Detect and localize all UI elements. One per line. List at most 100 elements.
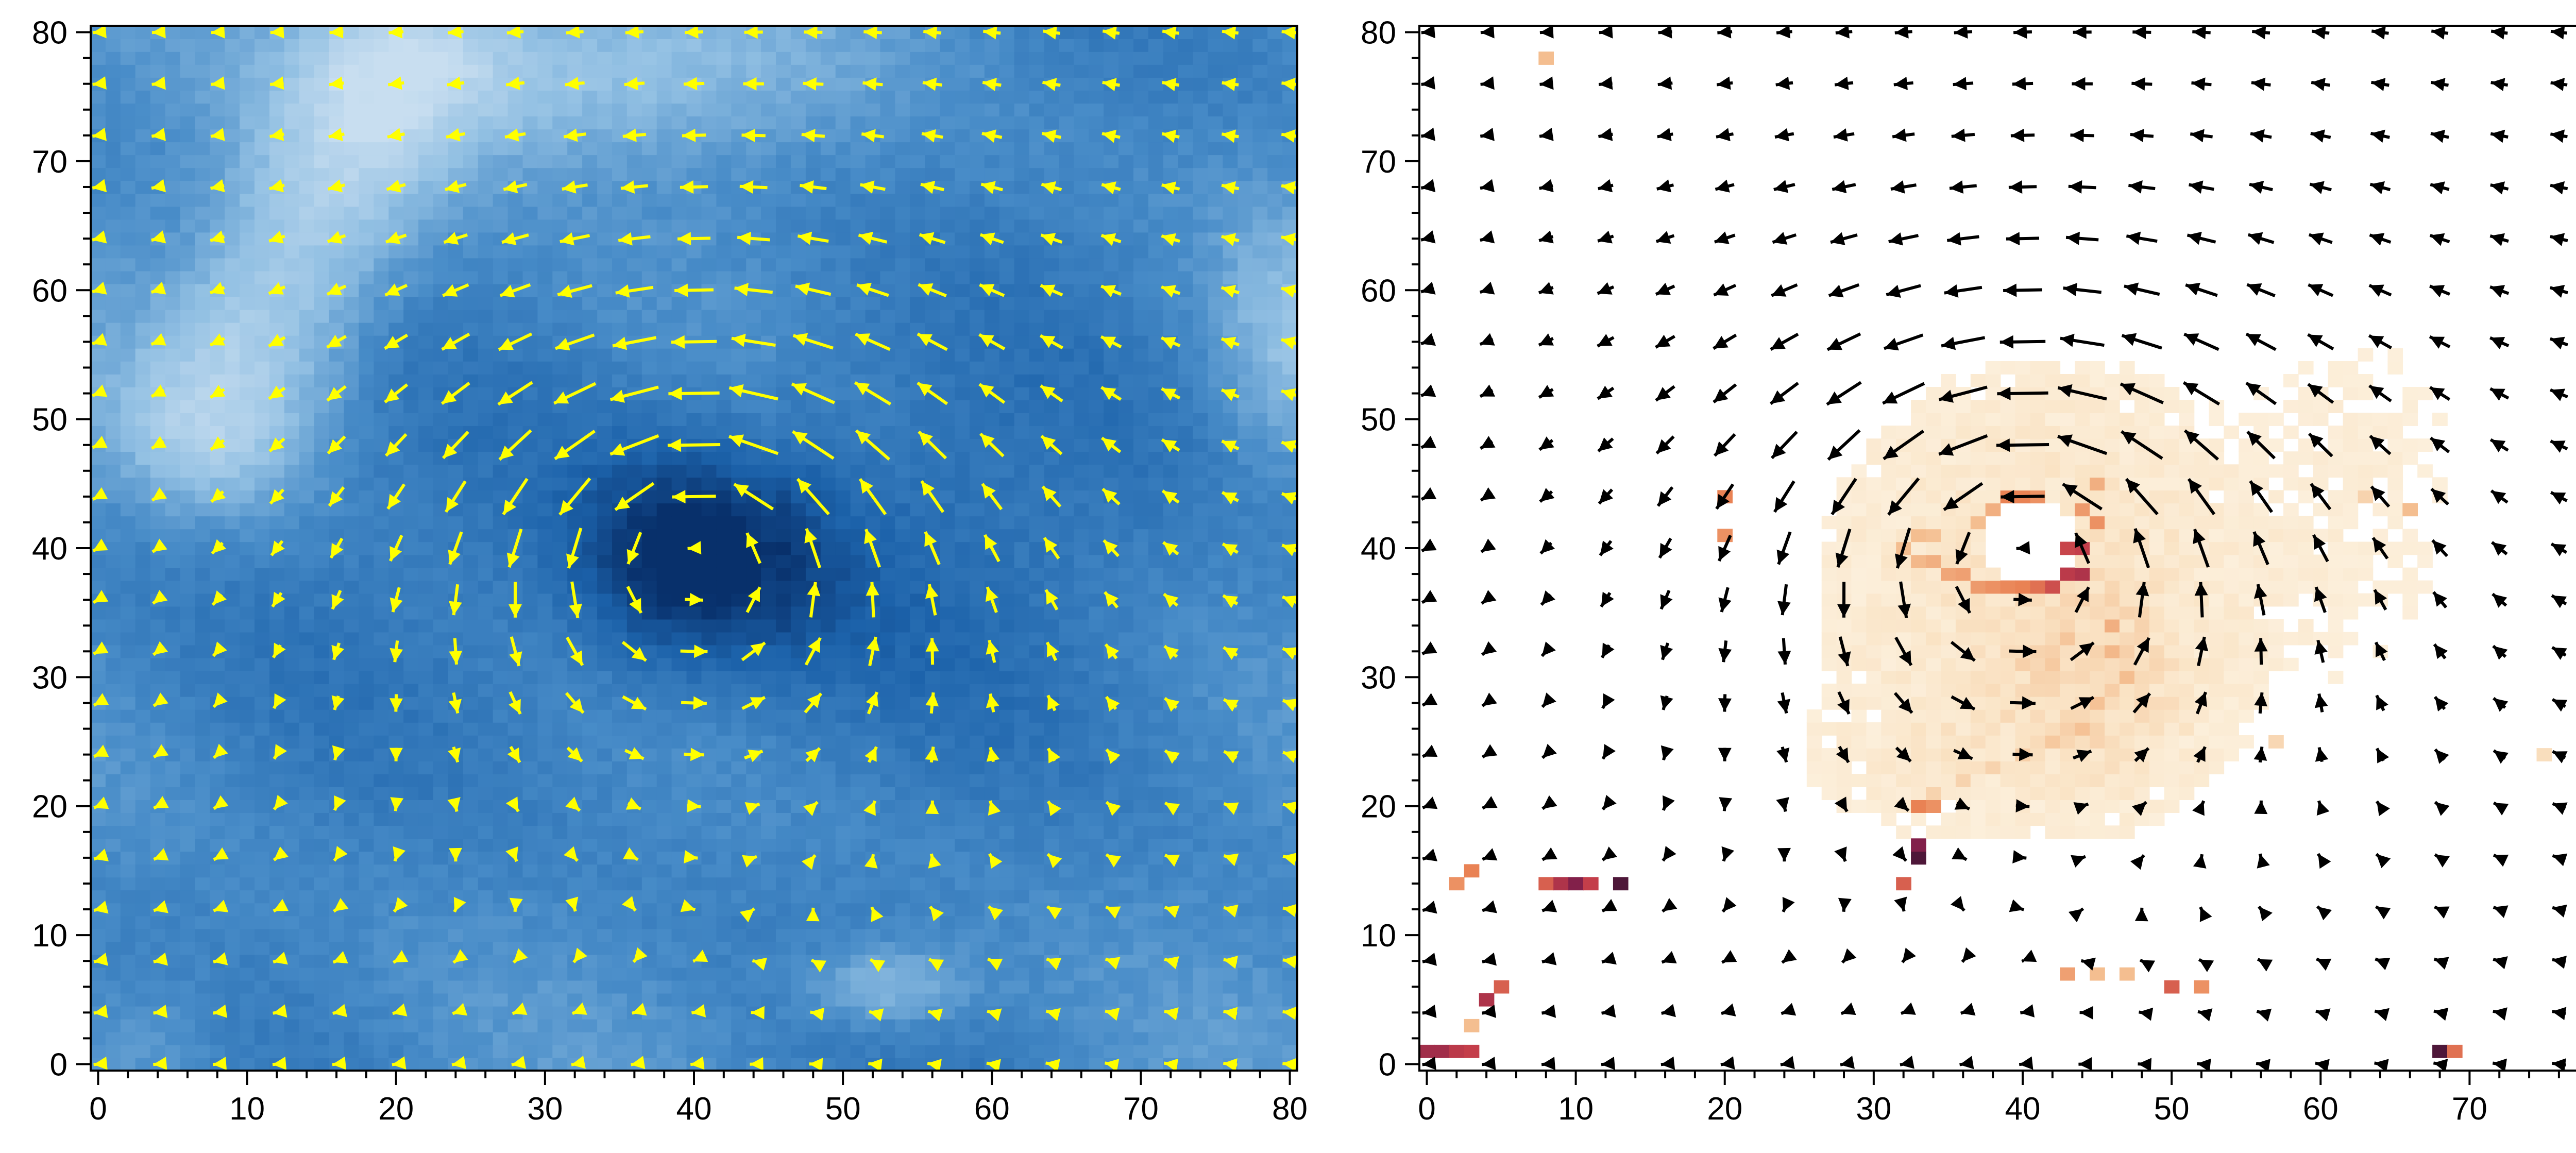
heatmap-cell (835, 787, 851, 800)
heatmap-cell (880, 26, 896, 39)
heatmap-cell (626, 1031, 642, 1045)
heatmap-cell (537, 103, 553, 116)
heatmap-cell (701, 322, 717, 336)
heatmap-cell (582, 980, 598, 994)
heatmap-cell (225, 451, 240, 465)
heatmap-cell (582, 219, 598, 233)
heatmap-cell (776, 451, 791, 465)
heatmap-cell (344, 413, 360, 426)
heatmap-cell (180, 748, 196, 761)
heatmap-cell (269, 167, 285, 181)
heatmap-cell (895, 722, 910, 736)
heatmap-cell (716, 232, 732, 246)
heatmap-cell (344, 348, 360, 362)
heatmap-cell (567, 915, 583, 929)
heatmap-cell (910, 90, 925, 104)
heatmap-cell (701, 258, 717, 272)
heatmap-cell (597, 735, 613, 749)
heatmap-cell (225, 541, 240, 555)
heatmap-cell (240, 413, 255, 426)
heatmap-cell (686, 606, 702, 620)
heatmap-cell (418, 129, 434, 143)
heatmap-cell (537, 928, 553, 942)
heatmap-cell (522, 1044, 538, 1058)
heatmap-cell (135, 877, 151, 891)
heatmap-cell (641, 683, 657, 697)
heatmap-cell (865, 322, 881, 336)
heatmap-cell (314, 864, 330, 878)
heatmap-cell (522, 735, 538, 749)
heatmap-cell (284, 26, 300, 39)
heatmap-cell (820, 1031, 836, 1045)
heatmap-cell (999, 735, 1015, 749)
heatmap-cell (880, 980, 896, 994)
heatmap-cell (403, 915, 419, 929)
heatmap-cell (165, 39, 181, 52)
heatmap-cell (761, 103, 776, 116)
heatmap-cell (478, 541, 494, 555)
heatmap-cell (225, 967, 240, 981)
heatmap-cell (820, 142, 836, 156)
heatmap-cell (105, 787, 121, 800)
heatmap-cell (999, 593, 1015, 607)
heatmap-cell (716, 39, 732, 52)
heatmap-cell (955, 941, 970, 955)
heatmap-cell (120, 683, 136, 697)
heatmap-cell (612, 26, 628, 39)
heatmap-cell (686, 296, 702, 310)
heatmap-cell (910, 258, 925, 272)
heatmap-cell (210, 219, 225, 233)
heatmap-cell (135, 155, 151, 168)
heatmap-cell (478, 529, 494, 542)
heatmap-cell (731, 954, 747, 968)
heatmap-cell (120, 890, 136, 904)
heatmap-cell (686, 915, 702, 929)
heatmap-cell (403, 657, 419, 671)
heatmap-cell (910, 155, 925, 168)
heatmap-cell (626, 193, 642, 207)
heatmap-cell (746, 413, 761, 426)
heatmap-cell (403, 296, 419, 310)
heatmap-cell (359, 670, 375, 684)
heatmap-cell (641, 503, 657, 517)
heatmap-cell (299, 477, 315, 491)
heatmap-cell (507, 993, 523, 1007)
heatmap-cell (776, 361, 791, 375)
heatmap-cell (210, 155, 225, 168)
heatmap-cell (463, 800, 479, 813)
heatmap-cell (582, 180, 598, 194)
heatmap-cell (165, 232, 181, 246)
heatmap-cell (359, 142, 375, 156)
heatmap-cell (671, 787, 687, 800)
heatmap-cell (269, 39, 285, 52)
heatmap-cell (240, 993, 255, 1007)
heatmap-cell (984, 774, 1000, 787)
heatmap-cell (225, 722, 240, 736)
heatmap-cell (493, 993, 509, 1007)
heatmap-cell (790, 270, 806, 284)
heatmap-cell (388, 413, 404, 426)
heatmap-cell (925, 838, 940, 852)
heatmap-cell (284, 322, 300, 336)
heatmap-cell (299, 954, 315, 968)
heatmap-cell (284, 413, 300, 426)
heatmap-cell (403, 993, 419, 1007)
heatmap-cell (403, 1044, 419, 1058)
heatmap-cell (940, 812, 955, 826)
heatmap-cell (865, 206, 881, 220)
heatmap-cell (612, 309, 628, 323)
heatmap-cell (299, 761, 315, 774)
heatmap-cell (746, 322, 761, 336)
heatmap-cell (910, 26, 925, 39)
heatmap-cell (567, 877, 583, 891)
heatmap-cell (880, 735, 896, 749)
heatmap-cell (761, 1044, 776, 1058)
heatmap-cell (299, 838, 315, 852)
heatmap-cell (120, 309, 136, 323)
heatmap-cell (344, 129, 360, 143)
heatmap-cell (255, 606, 270, 620)
heatmap-cell (701, 980, 717, 994)
heatmap-cell (910, 825, 925, 839)
heatmap-cell (165, 52, 181, 65)
heatmap-cell (999, 541, 1015, 555)
